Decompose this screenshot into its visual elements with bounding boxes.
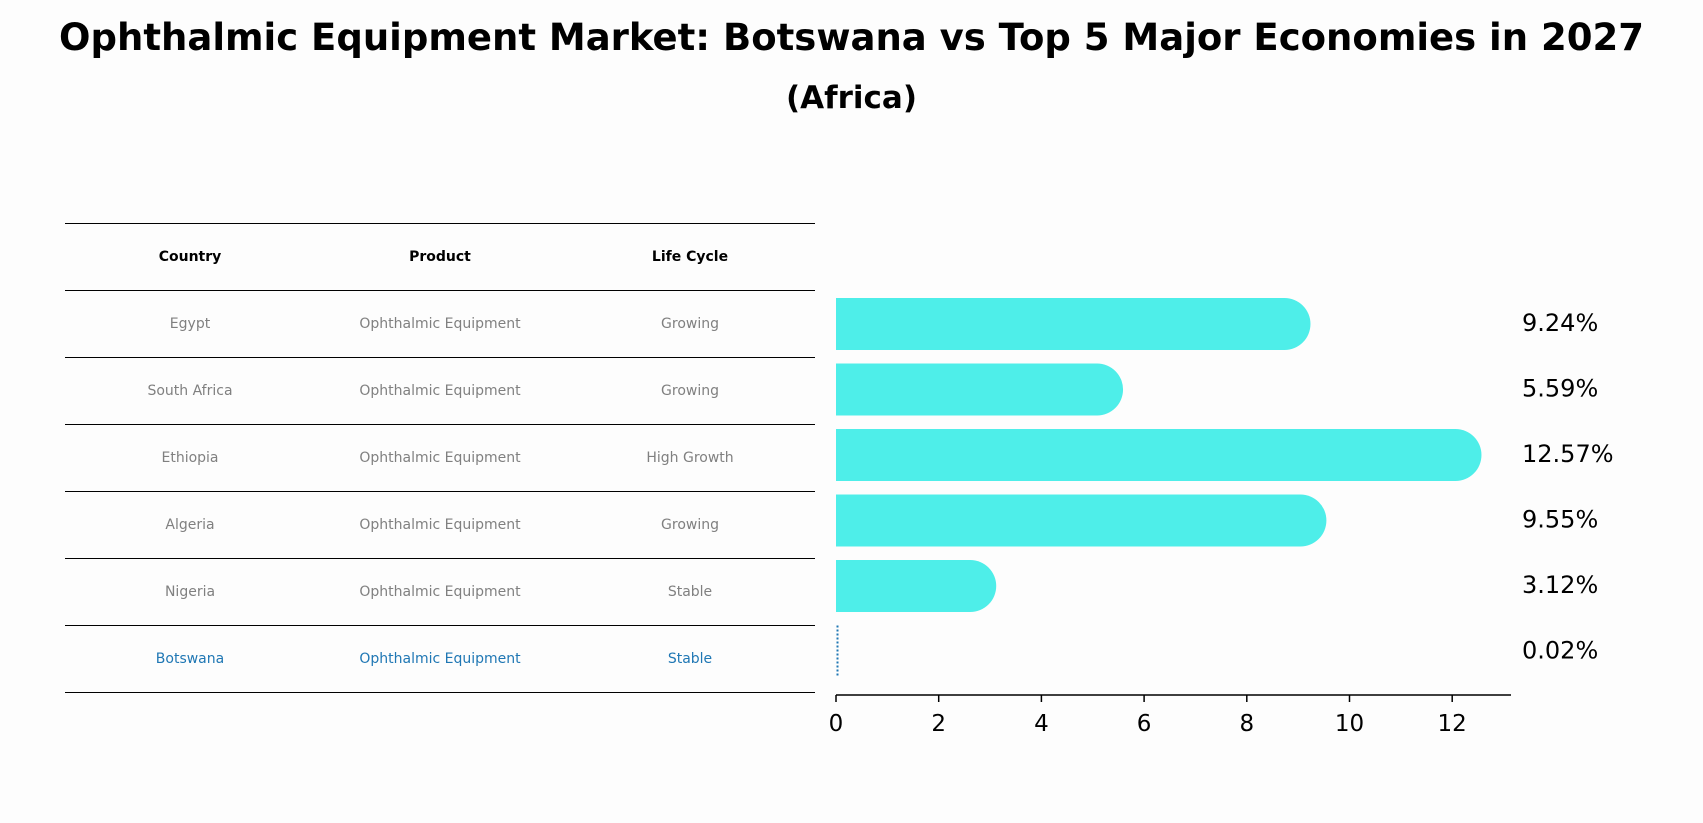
table-row: South Africa Ophthalmic Equipment Growin… <box>65 357 815 425</box>
bar-egypt <box>836 298 1311 350</box>
value-label-nigeria: 3.12% <box>1522 571 1598 599</box>
x-tick-label-0: 0 <box>829 711 844 737</box>
bar-algeria <box>836 494 1327 547</box>
cell-country: South Africa <box>65 357 315 425</box>
value-label-algeria: 9.55% <box>1522 506 1598 534</box>
info-table: Country Product Life Cycle Egypt Ophthal… <box>65 223 815 693</box>
chart-subtitle: (Africa) <box>785 80 918 116</box>
table-row: Nigeria Ophthalmic Equipment Stable <box>65 558 815 626</box>
cell-country: Algeria <box>65 491 315 559</box>
bar-south-africa <box>836 363 1124 416</box>
value-label-botswana: 0.02% <box>1522 637 1598 665</box>
x-tick-label-2: 2 <box>931 711 946 737</box>
table-row: Egypt Ophthalmic Equipment Growing <box>65 290 815 358</box>
cell-country: Nigeria <box>65 558 315 626</box>
chart-title: Ophthalmic Equipment Market: Botswana vs… <box>59 16 1644 59</box>
cell-product: Ophthalmic Equipment <box>315 290 565 358</box>
header-product: Product <box>315 223 565 291</box>
header-life-cycle: Life Cycle <box>565 223 815 291</box>
value-label-egypt: 9.24% <box>1522 309 1598 337</box>
x-tick-label-12: 12 <box>1438 711 1467 737</box>
x-tick-label-10: 10 <box>1335 711 1364 737</box>
cell-product: Ophthalmic Equipment <box>315 357 565 425</box>
cell-product: Ophthalmic Equipment <box>315 625 565 693</box>
cell-product: Ophthalmic Equipment <box>315 424 565 492</box>
cell-life-cycle: Growing <box>565 491 815 559</box>
value-label-ethiopia: 12.57% <box>1522 440 1614 468</box>
header-country: Country <box>65 223 315 291</box>
table-row-highlighted: Botswana Ophthalmic Equipment Stable <box>65 625 815 693</box>
cell-life-cycle: Stable <box>565 625 815 693</box>
cell-life-cycle: High Growth <box>565 424 815 492</box>
table-row: Algeria Ophthalmic Equipment Growing <box>65 491 815 559</box>
cell-country: Botswana <box>65 625 315 693</box>
bar-ethiopia <box>836 429 1482 481</box>
cell-product: Ophthalmic Equipment <box>315 558 565 626</box>
x-tick-label-6: 6 <box>1137 711 1152 737</box>
cell-life-cycle: Growing <box>565 357 815 425</box>
cell-product: Ophthalmic Equipment <box>315 491 565 559</box>
cell-country: Ethiopia <box>65 424 315 492</box>
cell-life-cycle: Growing <box>565 290 815 358</box>
cell-life-cycle: Stable <box>565 558 815 626</box>
table-header-row: Country Product Life Cycle <box>65 223 815 291</box>
x-tick-label-4: 4 <box>1034 711 1049 737</box>
bar-nigeria <box>836 560 997 612</box>
cell-country: Egypt <box>65 290 315 358</box>
table-row: Ethiopia Ophthalmic Equipment High Growt… <box>65 424 815 492</box>
value-label-south-africa: 5.59% <box>1522 375 1598 403</box>
x-tick-label-8: 8 <box>1239 711 1254 737</box>
